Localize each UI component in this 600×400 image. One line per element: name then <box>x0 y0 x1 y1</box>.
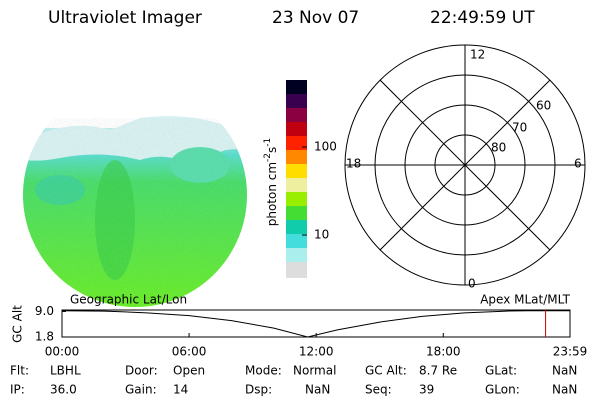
x-tick-label: 18:00 <box>426 345 461 359</box>
exponent: -1 <box>263 138 273 147</box>
info-value: Normal <box>293 364 336 378</box>
date: 23 Nov 07 <box>272 8 359 28</box>
info-label: GLat: <box>485 364 517 378</box>
unit: s <box>265 147 279 153</box>
mlt-label: 18 <box>346 157 361 171</box>
x-tick-label: 12:00 <box>299 345 334 359</box>
info-value: NaN <box>305 383 330 397</box>
info-value: NaN <box>552 364 577 378</box>
colorbar: photon cm-2s-1 <box>263 80 307 278</box>
info-value: 14 <box>173 383 188 397</box>
exponent: -2 <box>263 153 273 162</box>
y-axis-label: GC Alt <box>11 305 25 343</box>
info-label: Mode: <box>245 364 282 378</box>
plot-title-left: Geographic Lat/Lon <box>70 293 187 307</box>
unit: photon cm <box>265 162 279 226</box>
colorbar-tick-label: 100 <box>314 140 337 154</box>
x-tick-label: 00:00 <box>45 345 80 359</box>
colorbar-tick-label: 10 <box>314 228 329 242</box>
y-tick-label: 1.8 <box>35 330 54 344</box>
info-label: Gain: <box>125 383 157 397</box>
x-tick-label: 06:00 <box>172 345 207 359</box>
x-tick-label: 23:59 <box>553 345 588 359</box>
mlt-label: 6 <box>574 157 582 171</box>
plot-title-right: Apex MLat/MLT <box>480 293 570 307</box>
instrument-title: Ultraviolet Imager <box>48 8 202 28</box>
info-label: GC Alt: <box>365 364 407 378</box>
colorbar-label: photon cm-2s-1 <box>263 138 279 227</box>
info-label: Seq: <box>365 383 392 397</box>
y-tick-label: 9.0 <box>35 304 54 318</box>
auroral-image <box>23 116 247 307</box>
lat-label: 60 <box>536 99 551 113</box>
info-value: 8.7 Re <box>419 364 457 378</box>
altitude-line <box>61 310 570 338</box>
info-value: NaN <box>552 383 577 397</box>
info-value: LBHL <box>50 364 81 378</box>
plot-frame <box>61 309 571 338</box>
info-value: 39 <box>419 383 434 397</box>
lat-label: 80 <box>491 141 506 155</box>
lat-label: 70 <box>512 121 527 135</box>
info-label: GLon: <box>485 383 520 397</box>
info-value: Open <box>173 364 205 378</box>
mlt-label: 12 <box>470 48 485 62</box>
info-label: IP: <box>10 383 25 397</box>
info-label: Flt: <box>10 364 29 378</box>
polar-grid <box>344 44 586 286</box>
info-value: 36.0 <box>50 383 77 397</box>
info-label: Dsp: <box>245 383 272 397</box>
info-label: Door: <box>125 364 158 378</box>
time: 22:49:59 UT <box>430 8 535 28</box>
mlt-label: 0 <box>468 277 476 291</box>
